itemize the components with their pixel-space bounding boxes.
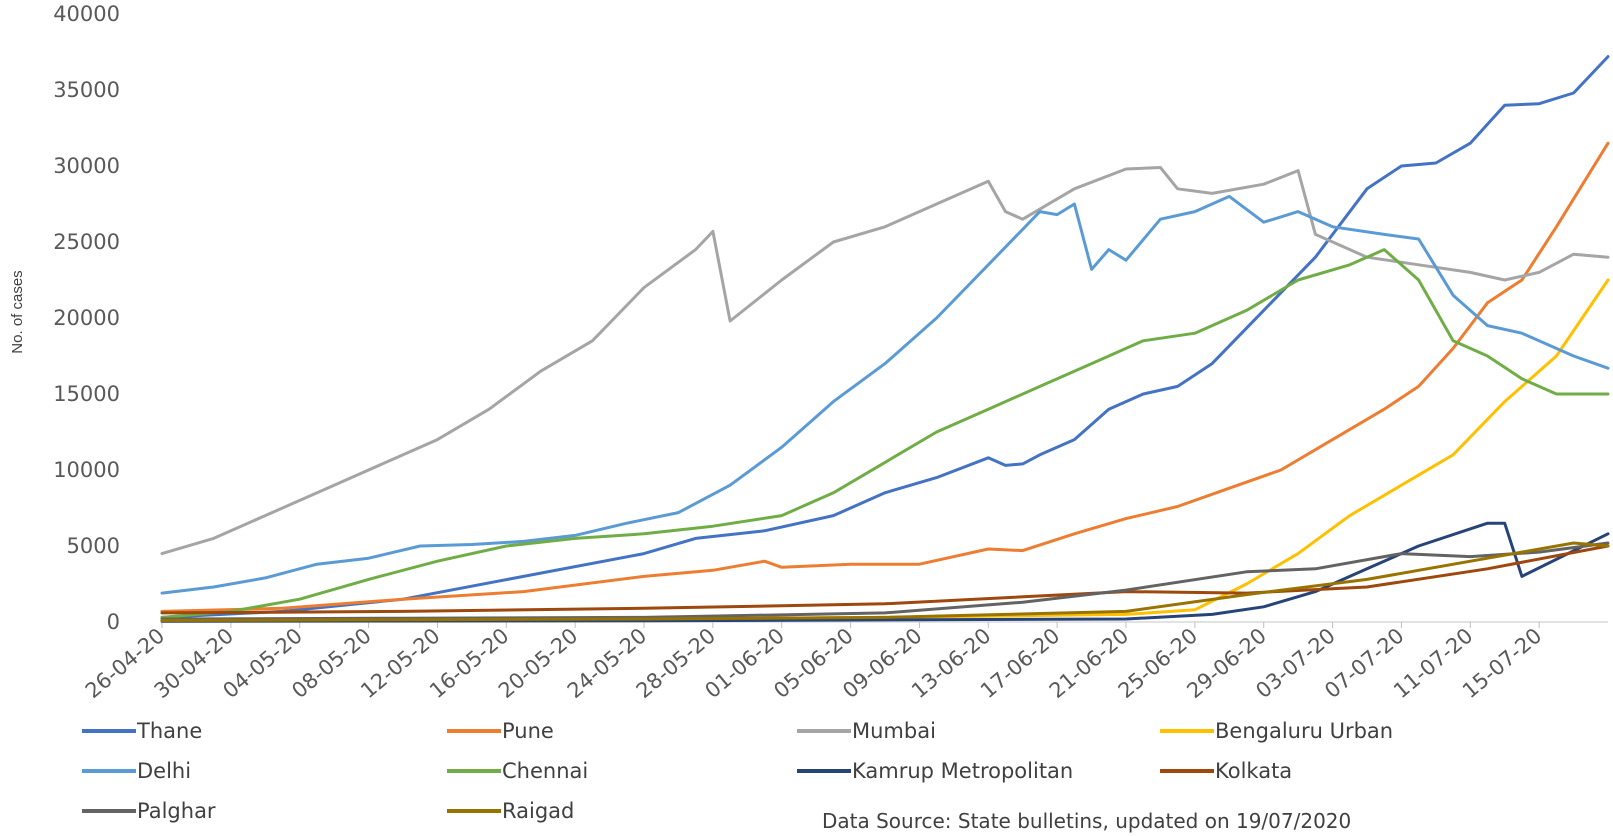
y-axis-ticks: 0 5000 10000 15000 20000 25000 30000 35000 40000 — [53, 2, 120, 634]
y-tick-label: 40000 — [53, 2, 120, 26]
series-lines — [160, 55, 1610, 623]
y-tick-label: 25000 — [53, 230, 120, 254]
legend-label-chennai: Chennai — [502, 759, 588, 783]
x-axis-ticks: 26-04-2030-04-2004-05-2008-05-2012-05-20… — [81, 622, 1546, 703]
series-line-mumbai — [160, 166, 1610, 556]
legend-label-thane: Thane — [136, 719, 202, 743]
series-line-pune — [160, 141, 1610, 613]
legend-label-palghar: Palghar — [137, 799, 216, 823]
legend-label-raigad: Raigad — [502, 799, 574, 823]
y-tick-label: 15000 — [53, 382, 120, 406]
legend-label-kolkata: Kolkata — [1215, 759, 1292, 783]
legend-label-delhi: Delhi — [137, 759, 191, 783]
y-axis-title: No. of cases — [9, 270, 26, 353]
series-line-chennai — [160, 248, 1610, 619]
legend-label-bengaluru-urban: Bengaluru Urban — [1215, 719, 1393, 743]
y-axis-title-group: No. of cases — [9, 270, 26, 353]
series-line-delhi — [160, 194, 1610, 595]
series-line-bengaluru-urban — [160, 278, 1610, 622]
y-tick-label: 10000 — [53, 458, 120, 482]
y-tick-label: 35000 — [53, 78, 120, 102]
y-tick-label: 20000 — [53, 306, 120, 330]
series-line-thane — [160, 55, 1610, 619]
series-line-raigad — [160, 541, 1610, 622]
series-line-palghar — [160, 541, 1610, 621]
legend: Thane Pune Mumbai Bengaluru Urban Delhi Chenn… — [82, 719, 1393, 823]
y-tick-label: 0 — [107, 610, 120, 634]
series-line-kamrup-metropolitan — [160, 521, 1610, 623]
y-tick-label: 30000 — [53, 154, 120, 178]
source-note: Data Source: State bulletins, updated on… — [822, 809, 1351, 833]
legend-label-mumbai: Mumbai — [852, 719, 936, 743]
legend-label-kamrup-metropolitan: Kamrup Metropolitan — [852, 759, 1073, 783]
legend-label-pune: Pune — [502, 719, 554, 743]
y-tick-label: 5000 — [67, 534, 120, 558]
